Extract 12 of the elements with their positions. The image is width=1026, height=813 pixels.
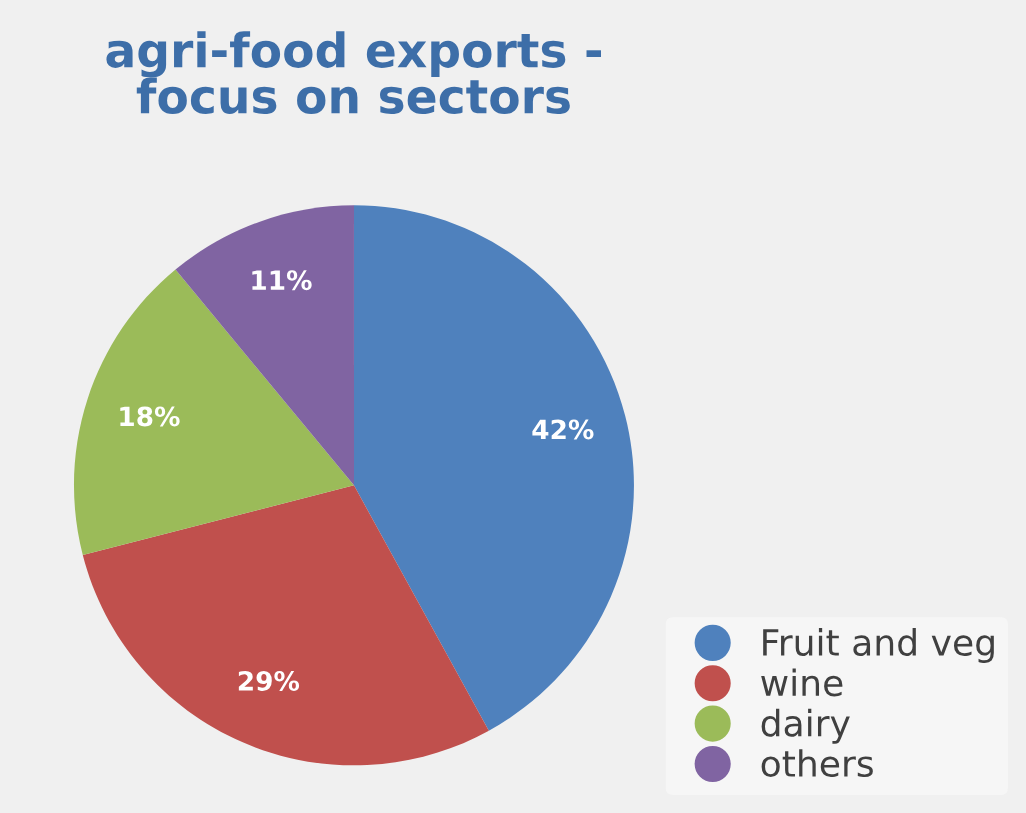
pie-slice bbox=[74, 269, 354, 555]
data-label: 42% bbox=[532, 419, 594, 440]
legend-label: Fruit and veg bbox=[763, 628, 994, 664]
legend-label: wine bbox=[761, 668, 843, 697]
pie-slice bbox=[82, 485, 489, 766]
data-label: 11% bbox=[252, 270, 312, 291]
legend-label: others bbox=[761, 749, 873, 778]
data-label: 29% bbox=[238, 670, 300, 691]
data-label: 18% bbox=[120, 406, 180, 427]
pie-slice bbox=[353, 205, 634, 731]
legend-label: dairy bbox=[761, 708, 850, 744]
chart-title: agri-food exports - focus on sectors bbox=[106, 31, 601, 114]
